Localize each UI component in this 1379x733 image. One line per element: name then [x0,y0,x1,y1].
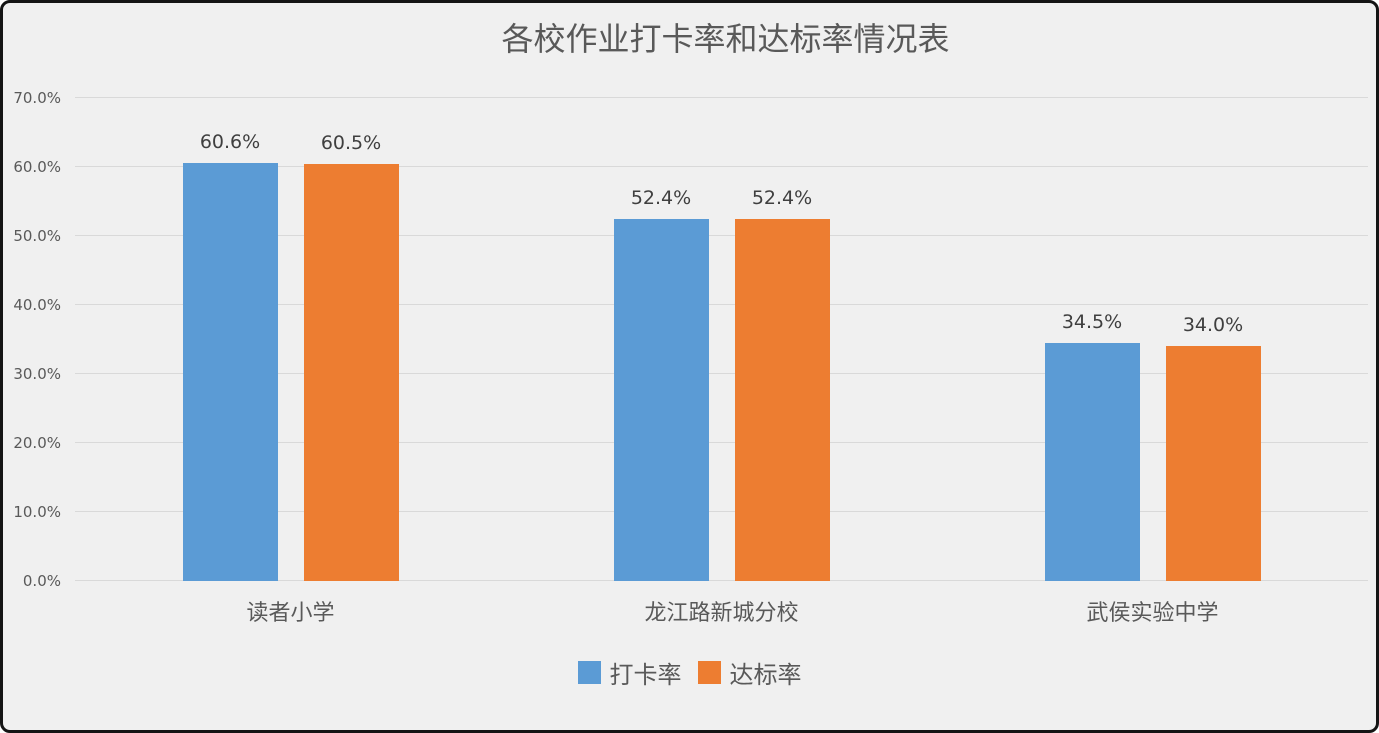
legend-label-checkin: 打卡率 [609,661,682,689]
legend-swatch-compliance-icon [697,661,721,684]
legend-label-compliance: 达标率 [729,661,802,689]
bar-group: 52.4% 52.4% [506,98,937,581]
legend: 打卡率 达标率 [3,655,1376,690]
chart-area: 0.0% 10.0% 20.0% 30.0% 40.0% 50.0% 60.0% 70.0% … [3,89,1376,590]
bar-series-0: 60.6% [182,131,278,581]
bar-group: 60.6% 60.5% [75,98,506,581]
bar-series-1: 60.5% [303,132,399,581]
bar-series-1: 34.0% [1165,314,1261,581]
y-tick-label: 60.0% [13,158,61,176]
bar-series-0: 52.4% [613,187,709,581]
gridline [75,442,1368,443]
legend-item-compliance: 达标率 [697,655,802,690]
bar-series-0: 34.5% [1044,311,1140,581]
y-tick-label: 30.0% [13,365,61,383]
plot-groups: 60.6% 60.5% 52.4% 52.4% 34.5% 34.0% [75,98,1368,581]
data-label: 34.5% [1061,310,1123,333]
gridline [75,304,1368,305]
y-tick-label: 0.0% [22,572,61,590]
category-label: 读者小学 [246,601,335,626]
category-label: 龙江路新城分校 [644,601,799,626]
gridline [75,166,1368,167]
y-tick-label: 40.0% [13,296,61,314]
y-axis: 0.0% 10.0% 20.0% 30.0% 40.0% 50.0% 60.0% 70.0% [3,89,75,590]
y-tick-label: 50.0% [13,227,61,245]
legend-swatch-checkin-icon [577,661,601,684]
y-tick-label: 20.0% [13,434,61,452]
y-tick-label: 70.0% [13,89,61,107]
data-label: 60.6% [199,130,261,153]
gridline [75,580,1368,581]
data-label: 52.4% [751,187,813,210]
x-axis-labels: 读者小学 龙江路新城分校 武侯实验中学 [3,595,1376,627]
data-label: 34.0% [1182,314,1244,337]
category-label: 武侯实验中学 [1086,601,1219,626]
bar-group: 34.5% 34.0% [937,98,1368,581]
chart-title: 各校作业打卡率和达标率情况表 [501,20,950,58]
bar-series-1: 52.4% [734,187,830,581]
gridline [75,373,1368,374]
data-label: 60.5% [320,131,382,154]
gridline [75,511,1368,512]
y-tick-label: 10.0% [13,503,61,521]
gridline [75,97,1368,98]
gridline [75,235,1368,236]
plot-area: 60.6% 60.5% 52.4% 52.4% 34.5% 34.0% [75,97,1368,581]
legend-item-checkin: 打卡率 [577,655,682,690]
data-label: 52.4% [630,187,692,210]
